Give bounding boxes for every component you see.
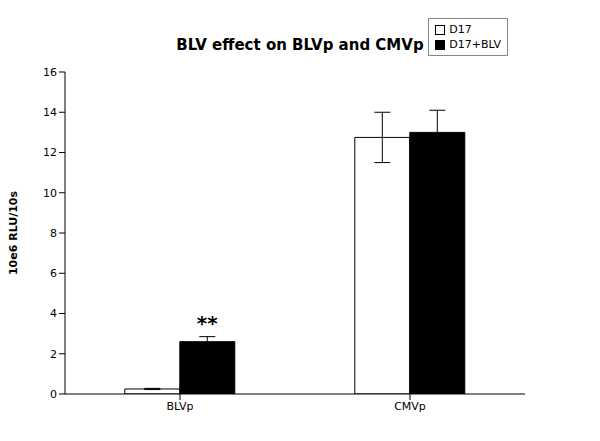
svg-text:8: 8 [50,227,57,240]
svg-text:BLVp: BLVp [167,400,194,413]
svg-text:14: 14 [43,106,57,119]
svg-text:6: 6 [50,267,57,280]
html-text:BLV effect on BLVp and CMVp: BLV effect on BLVp and CMVp [176,36,424,54]
svg-text:4: 4 [50,307,57,320]
svg-text:CMVp: CMVp [394,400,426,413]
svg-text:**: ** [197,311,218,335]
svg-text:12: 12 [43,146,57,159]
svg-text:10: 10 [43,187,57,200]
svg-text:0: 0 [50,388,57,401]
svg-text:16: 16 [43,66,57,79]
svg-text:10e6 RLU/10s: 10e6 RLU/10s [8,190,20,275]
svg-text:2: 2 [50,348,57,361]
html-text:D17: D17 [449,23,472,36]
html-text:D17+BLV: D17+BLV [449,38,501,51]
